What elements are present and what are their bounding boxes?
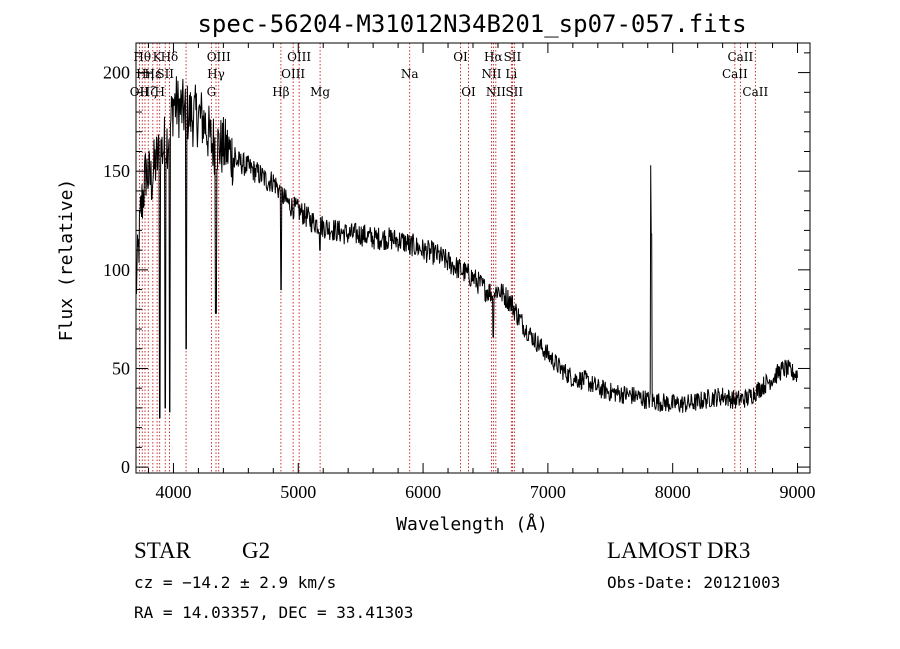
line-marker-label: OI <box>461 85 476 99</box>
y-tick-label: 200 <box>103 63 130 83</box>
line-marker-label: Mg <box>310 85 330 99</box>
line-marker-label: CaII <box>727 50 753 64</box>
line-marker-label: NII <box>486 85 506 99</box>
object-subclass: G2 <box>242 538 271 563</box>
line-marker-label: CaII <box>742 85 768 99</box>
x-tick-label: 4000 <box>155 482 191 502</box>
survey-name: LAMOST DR3 <box>607 538 751 563</box>
line-marker-label: Hθ <box>133 50 151 64</box>
line-marker-label: NII <box>481 67 501 81</box>
line-marker-label: Hη <box>136 67 154 81</box>
x-tick-label: 6000 <box>405 482 441 502</box>
line-marker-label: CaII <box>722 67 748 81</box>
x-tick-label: 7000 <box>530 482 566 502</box>
line-marker-label: SII <box>505 85 523 99</box>
y-tick-label: 150 <box>103 161 130 181</box>
x-tick-label: 9000 <box>780 482 816 502</box>
line-marker-label: OIII <box>281 67 305 81</box>
line-marker-label: SII <box>504 50 522 64</box>
line-marker-labels: OIIHθHηHζHεKHSIIHδGHγOIIIHβOIIIOIIIMgNaO… <box>130 50 769 99</box>
line-marker-label: Na <box>401 67 419 81</box>
y-tick-label: 100 <box>103 260 130 280</box>
line-marker-label: Hβ <box>272 85 289 99</box>
coordinates-text: RA = 14.03357, DEC = 33.41303 <box>134 603 414 622</box>
redshift-text: cz = −14.2 ± 2.9 km/s <box>134 573 337 592</box>
line-marker-label: OI <box>453 50 468 64</box>
line-markers <box>138 43 756 473</box>
line-marker-label: Li <box>505 67 517 81</box>
flux-series <box>135 76 798 419</box>
line-marker-label: Hα <box>484 50 503 64</box>
line-marker-label: Hε <box>145 67 162 81</box>
y-tick-label: 0 <box>121 457 130 477</box>
line-marker-label: Hζ <box>140 85 157 99</box>
x-axis-ticks: 4000 5000 6000 7000 8000 9000 <box>147 43 816 502</box>
y-axis-label: Flux (relative) <box>56 179 77 342</box>
x-axis-label: Wavelength (Å) <box>396 513 548 535</box>
line-marker-label: H <box>154 85 164 99</box>
line-marker-label: K <box>153 50 163 64</box>
line-marker-label: SII <box>156 67 174 81</box>
object-class: STAR <box>134 538 191 563</box>
line-marker-label: G <box>207 85 217 99</box>
x-tick-label: 8000 <box>655 482 691 502</box>
line-marker-label: Hγ <box>207 67 225 81</box>
line-marker-label: Hδ <box>161 50 179 64</box>
y-tick-label: 50 <box>112 358 130 378</box>
flux-line <box>135 76 798 419</box>
y-axis-ticks: 0 50 100 150 200 <box>103 52 810 477</box>
x-tick-label: 5000 <box>280 482 316 502</box>
line-marker-label: OIII <box>287 50 311 64</box>
plot-frame <box>135 42 811 474</box>
chart-title: spec-56204-M31012N34B201_sp07-057.fits <box>197 10 746 38</box>
line-marker-label: OIII <box>207 50 231 64</box>
obs-date-text: Obs-Date: 20121003 <box>607 573 781 592</box>
